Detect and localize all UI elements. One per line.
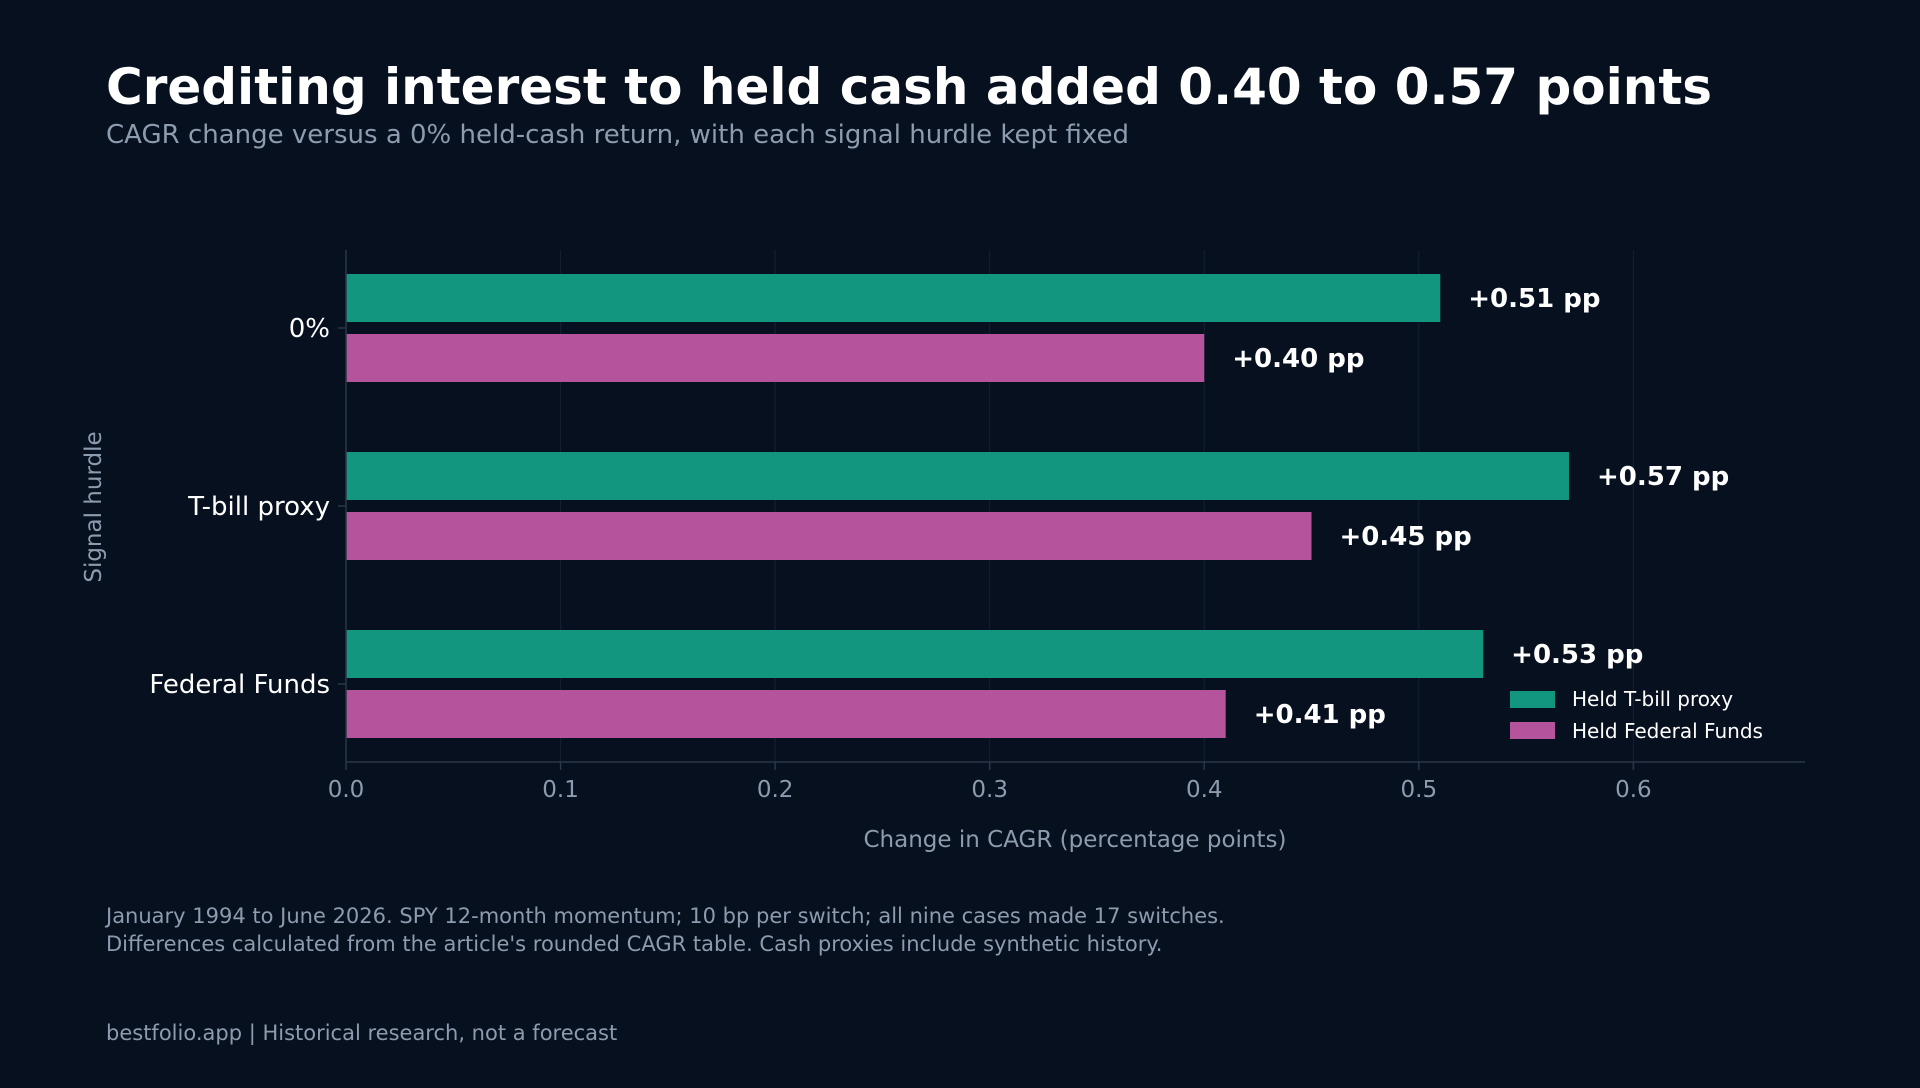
x-tick-label: 0.2 bbox=[757, 777, 794, 803]
bar-tbill bbox=[346, 274, 1441, 322]
data-label: +0.45 pp bbox=[1340, 522, 1472, 552]
legend-swatch-fedfunds bbox=[1510, 722, 1555, 739]
x-tick-label: 0.0 bbox=[328, 777, 365, 803]
bar-tbill bbox=[346, 630, 1484, 678]
footnote-line-2: Differences calculated from the article'… bbox=[106, 932, 1163, 956]
category-label: Federal Funds bbox=[149, 670, 330, 700]
x-tick-label: 0.3 bbox=[971, 777, 1008, 803]
x-tick-label: 0.1 bbox=[542, 777, 579, 803]
data-label: +0.53 pp bbox=[1511, 640, 1643, 670]
bar-fedfunds bbox=[346, 512, 1312, 560]
chart-subtitle: CAGR change versus a 0% held-cash return… bbox=[106, 120, 1129, 150]
legend-label-fedfunds: Held Federal Funds bbox=[1572, 719, 1763, 743]
axes: 0.0 0.1 0.2 0.3 0.4 0.5 0.6 0% T-bill proxy Feder… bbox=[149, 250, 1805, 803]
y-axis-title: Signal hurdle bbox=[81, 431, 107, 582]
data-labels: +0.51 pp +0.40 pp +0.57 pp +0.45 pp +0.53 pp… bbox=[1232, 284, 1729, 730]
data-label: +0.40 pp bbox=[1232, 344, 1364, 374]
category-label: 0% bbox=[289, 314, 330, 344]
x-tick-label: 0.4 bbox=[1186, 777, 1223, 803]
bar-fedfunds bbox=[346, 690, 1226, 738]
legend: Held T-bill proxy Held Federal Funds bbox=[1510, 687, 1763, 743]
brand-footer: bestfolio.app | Historical research, not… bbox=[106, 1021, 618, 1045]
bar-tbill bbox=[346, 452, 1569, 500]
bars bbox=[346, 274, 1569, 738]
bar-fedfunds bbox=[346, 334, 1205, 382]
x-tick-label: 0.5 bbox=[1401, 777, 1438, 803]
data-label: +0.51 pp bbox=[1468, 284, 1600, 314]
legend-label-tbill: Held T-bill proxy bbox=[1572, 687, 1733, 711]
chart-title: Crediting interest to held cash added 0.… bbox=[106, 58, 1713, 116]
footnote-line-1: January 1994 to June 2026. SPY 12-month … bbox=[106, 904, 1225, 928]
category-label: T-bill proxy bbox=[187, 492, 330, 522]
data-label: +0.41 pp bbox=[1254, 700, 1386, 730]
x-tick-label: 0.6 bbox=[1615, 777, 1652, 803]
data-label: +0.57 pp bbox=[1597, 462, 1729, 492]
x-axis-title: Change in CAGR (percentage points) bbox=[864, 827, 1287, 853]
grid-lines bbox=[345, 250, 1634, 762]
legend-swatch-tbill bbox=[1510, 691, 1555, 708]
